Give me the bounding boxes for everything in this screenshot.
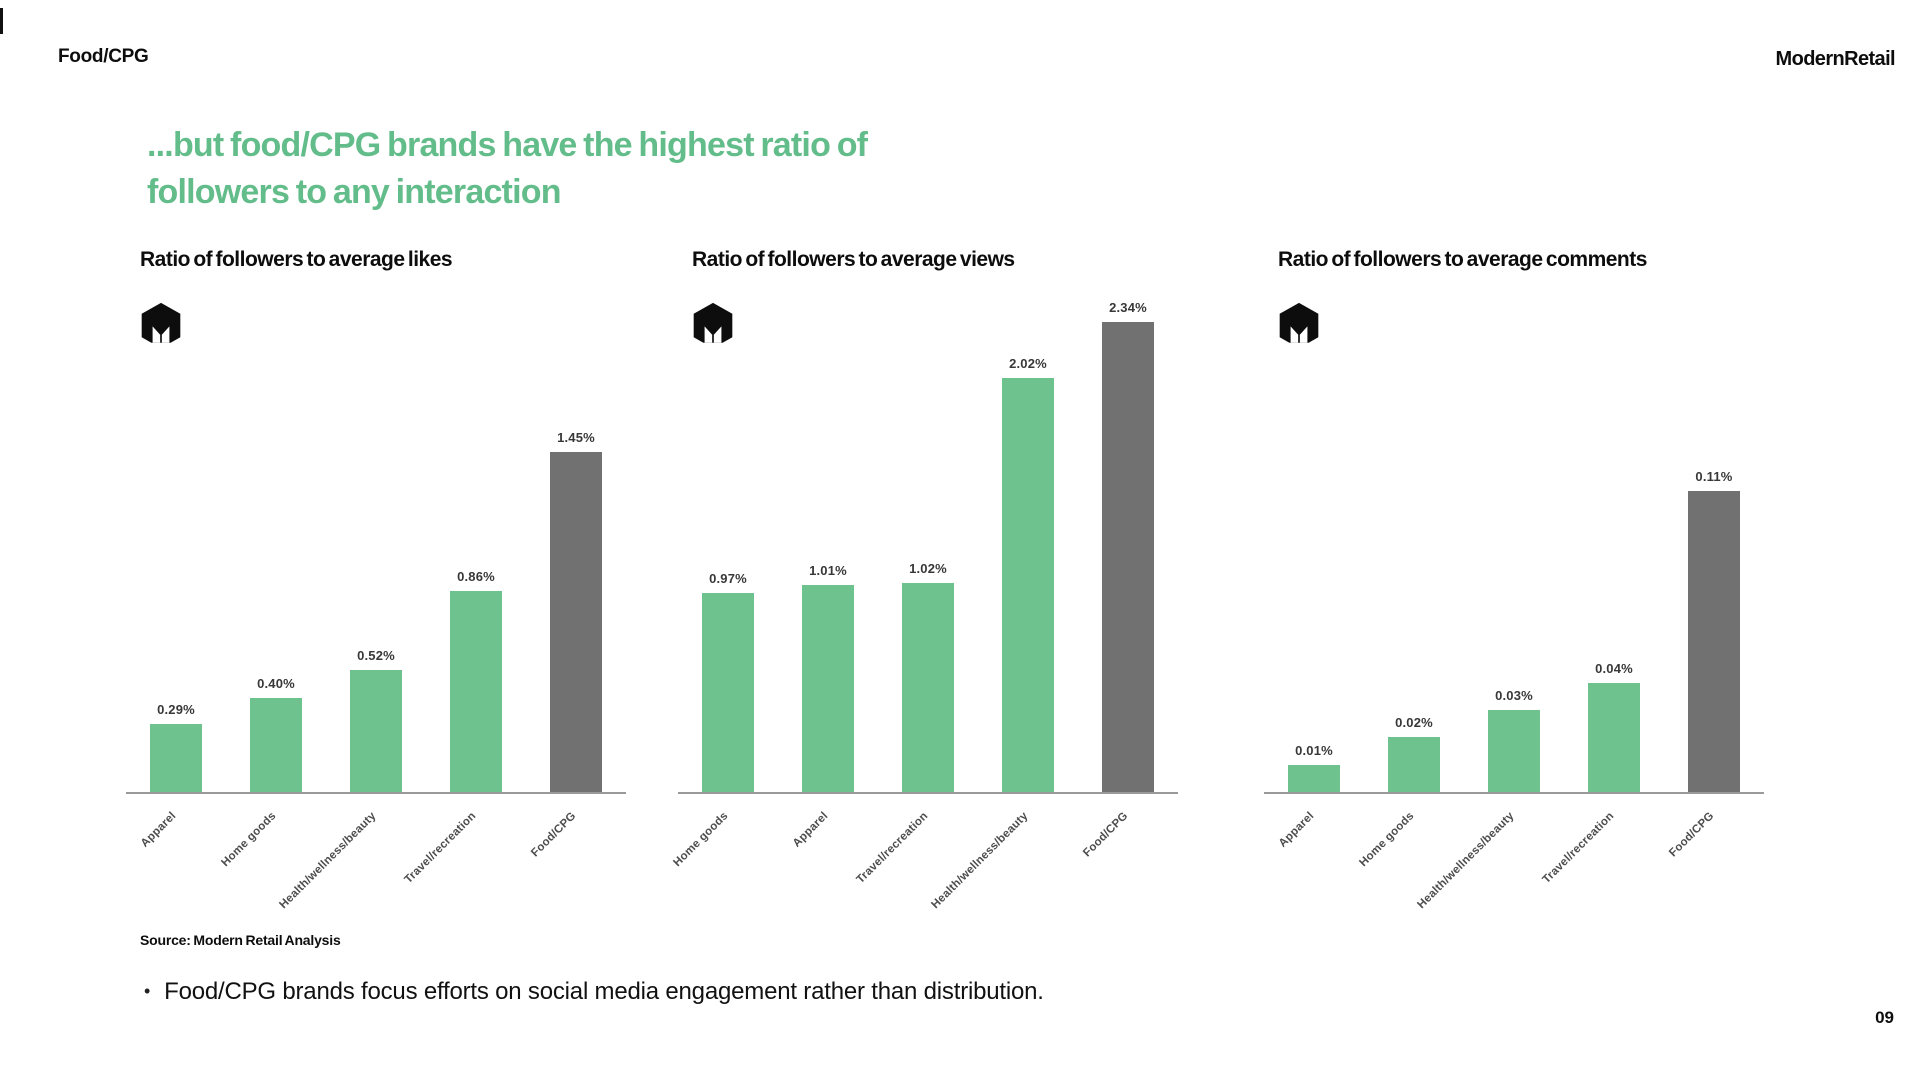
bar-value-label: 1.02% [909,561,947,576]
headline-line-2: followers to any interaction [147,173,561,211]
bars-group: 0.29% 0.40% 0.52% 0.86% 1.45% [126,300,626,792]
category-label: Home goods [219,810,279,870]
category-label: Travel/recreation [402,810,479,886]
bar-slot: 0.11% [1664,300,1764,792]
bar [550,452,602,792]
x-axis-labels: Home goods Apparel Travel/recreation Health… [671,800,1178,940]
bar [350,670,402,792]
chart-followers-to-views: Ratio of followers to average views 0.97… [671,248,1178,911]
bar-slot: 0.04% [1564,300,1664,792]
category-label: Apparel [790,810,831,850]
bar-slot: 1.01% [778,300,878,792]
headline-line-1: ...but food/CPG brands have the highest … [147,126,868,164]
bar-slot: 1.45% [526,300,626,792]
bar-value-label: 0.11% [1695,469,1733,484]
bar [250,698,302,792]
category-label: Travel/recreation [854,810,931,886]
bar [702,593,754,792]
category-label: Health/wellness/beauty [1415,810,1517,912]
brand-wordmark: ModernRetail [1775,48,1896,70]
category-label: Health/wellness/beauty [929,810,1031,912]
bar [150,724,202,792]
category-label: Home goods [1357,810,1417,870]
bar-slot: 0.86% [426,300,526,792]
modern-retail-logo-icon [1278,302,1320,344]
bar-slot: 2.02% [978,300,1078,792]
plot-area: 0.01% 0.02% 0.03% 0.04% 0.11% [1264,300,1764,792]
bar [1688,491,1740,792]
bar-slot: 2.34% [1078,300,1178,792]
bar-value-label: 2.02% [1009,356,1047,371]
source-note: Source: Modern Retail Analysis [140,932,341,948]
bar-slot: 0.02% [1364,300,1464,792]
bar-value-label: 0.02% [1395,715,1433,730]
x-axis-labels: Apparel Home goods Health/wellness/beauty T… [1264,800,1764,940]
plot-area: 0.29% 0.40% 0.52% 0.86% 1.45% [126,300,626,792]
category-label: Apparel [138,810,179,850]
category-label: Food/CPG [529,810,579,860]
bar-value-label: 0.86% [457,569,495,584]
bar-value-label: 0.52% [357,648,395,663]
plot-area: 0.97% 1.01% 1.02% 2.02% 2.34% [678,300,1178,792]
category-label: Food/CPG [1081,810,1131,860]
bar [1288,765,1340,792]
chart-title: Ratio of followers to average comments [1278,248,1647,271]
bar-value-label: 1.01% [809,563,847,578]
bar [1588,683,1640,792]
chart-title: Ratio of followers to average views [692,248,1015,271]
bullet-marker: • [144,981,151,1001]
bar-slot: 0.40% [226,300,326,792]
bars-group: 0.01% 0.02% 0.03% 0.04% 0.11% [1264,300,1764,792]
chart-followers-to-likes: Ratio of followers to average likes 0.29… [126,248,626,911]
bar-value-label: 0.97% [709,571,747,586]
bar [450,591,502,792]
bar-value-label: 0.40% [257,676,295,691]
bars-group: 0.97% 1.01% 1.02% 2.02% 2.34% [678,300,1178,792]
x-axis-line [126,792,626,794]
bar-value-label: 0.01% [1295,743,1333,758]
category-label: Home goods [671,810,731,870]
page-number: 09 [1875,1008,1894,1027]
takeaway-bullet: • Food/CPG brands focus efforts on socia… [144,978,1044,1006]
bar-slot: 0.01% [1264,300,1364,792]
bar [902,583,954,792]
bar [1102,322,1154,792]
category-label: Food/CPG [1667,810,1717,860]
slide-edge-artifact [0,8,3,34]
bar-value-label: 0.03% [1495,688,1533,703]
category-label: Apparel [1276,810,1317,850]
slide-eyebrow: Food/CPG [58,46,149,67]
chart-followers-to-comments: Ratio of followers to average comments 0… [1264,248,1764,911]
modern-retail-logo-icon [140,302,182,344]
bar-slot: 0.52% [326,300,426,792]
bar [802,585,854,792]
bar-value-label: 0.29% [157,702,195,717]
x-axis-line [678,792,1178,794]
bar-value-label: 1.45% [557,430,595,445]
bar-value-label: 0.04% [1595,661,1633,676]
category-label: Health/wellness/beauty [277,810,379,912]
bar [1488,710,1540,792]
category-label: Travel/recreation [1540,810,1617,886]
bar [1002,378,1054,792]
bar [1388,737,1440,792]
bar-slot: 0.97% [678,300,778,792]
x-axis-line [1264,792,1764,794]
bar-slot: 1.02% [878,300,978,792]
bar-slot: 0.03% [1464,300,1564,792]
takeaway-text: Food/CPG brands focus efforts on social … [164,978,1044,1005]
chart-title: Ratio of followers to average likes [140,248,453,271]
bar-value-label: 2.34% [1109,300,1147,315]
bar-slot: 0.29% [126,300,226,792]
x-axis-labels: Apparel Home goods Health/wellness/beauty T… [126,800,626,940]
slide-headline: ...but food/CPG brands have the highest … [147,122,868,216]
modern-retail-logo-icon [692,302,734,344]
